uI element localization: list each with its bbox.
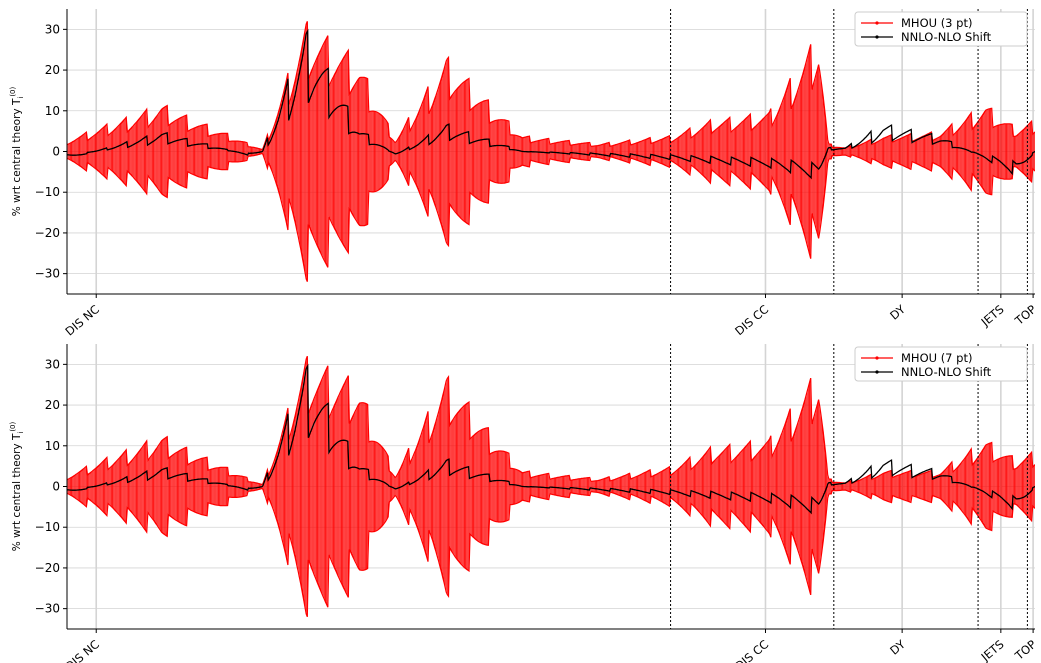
legend-label: MHOU (3 pt) bbox=[901, 16, 972, 30]
x-tick-label-dy: DY bbox=[887, 302, 908, 323]
x-tick-label-dis-nc: DIS NC bbox=[62, 302, 102, 338]
x-tick-label-top: TOP bbox=[1011, 637, 1038, 663]
chart-panel-1: −30 −20 −10 0 10 20 30 DIS NC DIS CC DY JETS TOP % w… bbox=[9, 9, 1039, 339]
plot-area bbox=[67, 355, 1035, 618]
x-tick-label-dy: DY bbox=[887, 637, 908, 658]
y-tick-label: 30 bbox=[45, 357, 60, 371]
y-tick-label: −30 bbox=[35, 602, 60, 616]
y-tick-label: −10 bbox=[35, 520, 60, 534]
x-tick-label-jets: JETS bbox=[978, 302, 1007, 329]
shift-line bbox=[67, 363, 1035, 515]
legend-marker bbox=[875, 21, 879, 25]
y-tick-label: 30 bbox=[45, 22, 60, 36]
legend: MHOU (3 pt)NNLO-NLO Shift bbox=[854, 11, 1028, 47]
legend-marker bbox=[875, 35, 879, 39]
legend-marker bbox=[875, 370, 879, 374]
y-tick-label: −10 bbox=[35, 185, 60, 199]
x-tick-label-top: TOP bbox=[1011, 302, 1038, 328]
x-tick-label-jets: JETS bbox=[978, 637, 1007, 663]
y-tick-label: −20 bbox=[35, 226, 60, 240]
y-tick-label: 10 bbox=[45, 104, 60, 118]
y-tick-label: −30 bbox=[35, 267, 60, 281]
chart-panel-2: −30 −20 −10 0 10 20 30 DIS NC DIS CC DY JETS TOP % w… bbox=[9, 344, 1039, 663]
y-axis-label: % wrt central theory Ti(0) bbox=[9, 421, 25, 551]
y-tick-label: 20 bbox=[45, 63, 60, 77]
y-tick-label: 10 bbox=[45, 439, 60, 453]
legend-box bbox=[854, 11, 1028, 47]
mhou-upper-edge bbox=[67, 355, 1035, 486]
legend-box bbox=[854, 346, 1028, 382]
x-tick-label-dis-nc: DIS NC bbox=[62, 637, 102, 663]
shift-line bbox=[67, 28, 1035, 180]
y-tick-label: 20 bbox=[45, 398, 60, 412]
mhou-upper-edge bbox=[67, 21, 1035, 151]
legend-label: NNLO-NLO Shift bbox=[901, 30, 992, 44]
legend-label: MHOU (7 pt) bbox=[901, 351, 972, 365]
y-tick-label: −20 bbox=[35, 561, 60, 575]
legend: MHOU (7 pt)NNLO-NLO Shift bbox=[854, 346, 1028, 382]
y-axis-label: % wrt central theory Ti(0) bbox=[9, 86, 25, 216]
plot-area bbox=[67, 21, 1035, 282]
x-tick-label-dis-cc: DIS CC bbox=[732, 302, 771, 338]
y-tick-label: 0 bbox=[52, 145, 60, 159]
mhou-lower-edge bbox=[67, 487, 1035, 618]
legend-marker bbox=[875, 356, 879, 360]
mhou-lower-edge bbox=[67, 152, 1035, 282]
legend-label: NNLO-NLO Shift bbox=[901, 365, 992, 379]
y-tick-label: 0 bbox=[52, 480, 60, 494]
x-tick-label-dis-cc: DIS CC bbox=[732, 637, 771, 663]
